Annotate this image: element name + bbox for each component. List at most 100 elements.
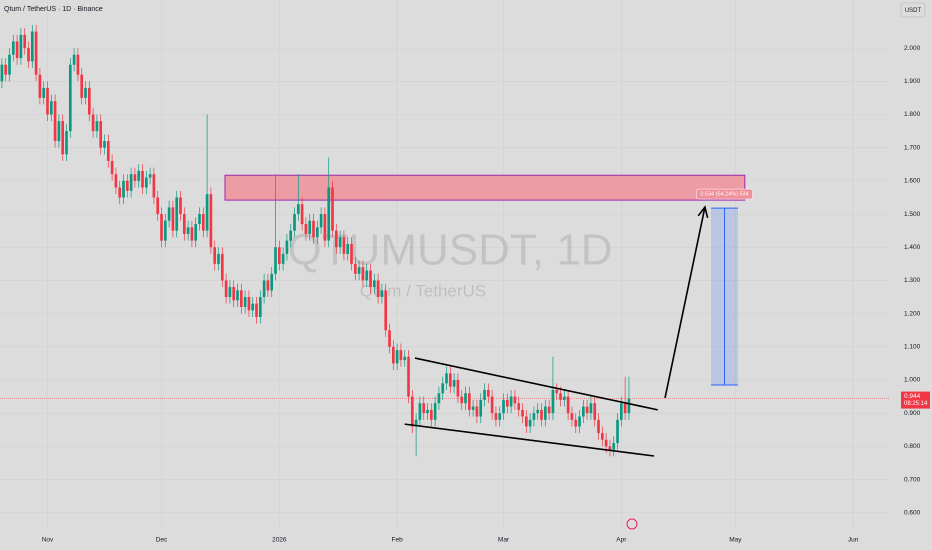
event-icon[interactable] [626,518,638,530]
x-tick-label: May [729,537,742,544]
candle-body [4,64,8,75]
axes: 0.600 0.700 0.800 0.900 1.000 1.100 1.200 1.300… [42,45,930,544]
currency-badge[interactable] [900,2,926,18]
candle-body [604,439,608,447]
candle-body [91,114,95,132]
candle-body [608,446,612,450]
candle-body [331,187,334,231]
candle-body [464,393,467,404]
candle-body [296,204,300,215]
y-tick-label: 0.800 [904,443,921,450]
candle-body [11,41,15,55]
candle-body [369,270,372,288]
y-tick-label: 1.100 [904,344,921,351]
candle-body [376,280,380,298]
candle-body [125,180,129,191]
candle-body [312,220,315,238]
candle-body [0,64,4,82]
y-tick-label: 1.600 [904,178,921,185]
candle-body [467,393,471,410]
y-tick-label: 0.600 [904,509,921,516]
candle-body [171,207,175,231]
candle-body [350,243,353,264]
candle-body [502,399,505,414]
candle-body [258,297,262,317]
candle-body [285,240,289,254]
measure-label: 0.534 (54.24%) 534 [700,192,748,198]
x-tick-label: Dec [156,537,168,544]
y-tick-label: 1.200 [904,310,921,317]
candle-body [72,54,76,65]
candle-body [27,48,30,62]
candle-body [293,214,296,231]
candle-body [84,87,87,98]
candle-body [224,280,228,298]
arrow-head [697,205,709,218]
last-price-label: 0.944 [904,393,921,400]
candle-body [357,267,361,274]
candle-body [536,409,540,414]
candle-body [182,214,186,234]
candle-body [365,270,369,281]
candle-body [559,393,562,400]
candle-body [251,303,255,311]
candle-body [627,398,631,414]
x-tick-label: Mar [498,537,510,544]
y-tick-label: 2.000 [904,45,921,52]
candle-body [201,214,205,231]
candle-body [372,280,376,288]
time-axis [0,530,890,550]
candle-body [418,403,422,420]
countdown-label: 08:25:14 [904,401,928,407]
candle-body [448,373,452,387]
candle-body [228,287,232,298]
candle-body [593,403,597,420]
x-tick-label: Apr [616,537,627,544]
channel-line [414,357,658,411]
candle-body [452,379,456,387]
candle-body [319,214,323,228]
candle-body [209,194,213,248]
candle-body [437,393,441,404]
candle-body [133,174,137,181]
candle-body [137,170,141,181]
candle-body [581,406,585,417]
candle-body [217,253,220,264]
candle-body [148,174,152,178]
currency-label: USDT [905,8,922,14]
candle-body [547,406,551,414]
resistance-zone [224,174,746,201]
candle-body [274,247,277,274]
candle-body [597,419,600,434]
candle-body [42,87,46,98]
candle-body [304,224,308,234]
candle-body [562,396,566,400]
candle-body [38,74,42,98]
candle-body [239,290,243,307]
x-tick-label: 2026 [272,537,287,544]
candle-body [578,416,581,427]
candle-body [441,383,445,394]
y-tick-label: 0.900 [904,410,921,417]
candle-body [600,433,604,440]
candle-body [122,180,125,198]
candle-body [524,416,528,427]
candle-body [34,31,38,75]
candle-body [179,197,182,215]
candle-body [540,409,543,420]
candle-body [456,379,460,397]
candle-body [334,230,338,248]
candle-body [460,396,464,404]
candle-body [589,403,593,414]
candle-body [198,214,201,225]
candle-body [384,290,388,331]
candle-body [543,406,547,420]
candle-body [300,204,304,225]
candle-body [118,187,122,198]
watermark-subtitle: Qtum / TetherUS [360,281,486,300]
candle-body [163,220,167,241]
candle-body [205,194,209,231]
candle-body [471,406,475,410]
